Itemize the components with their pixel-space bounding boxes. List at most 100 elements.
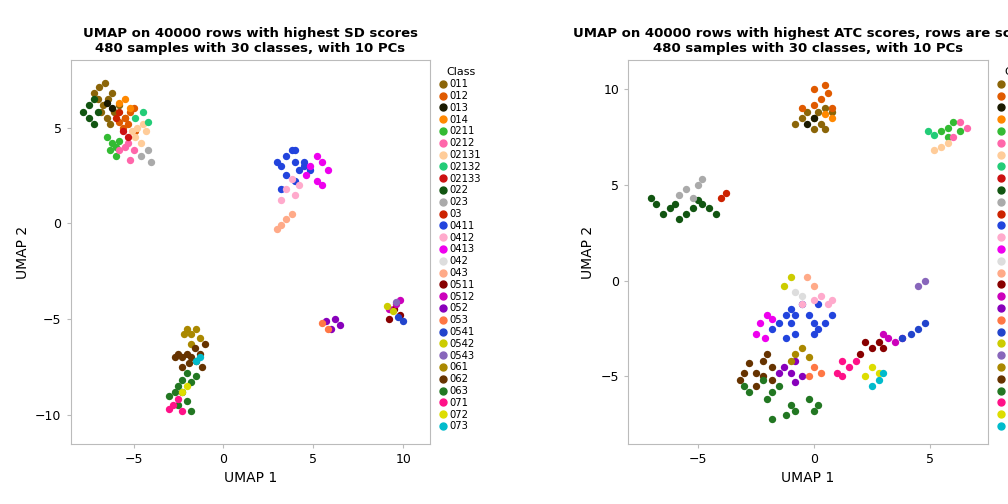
Point (787, 288, 803, 296)
Point (124, 128, 140, 136)
Point (794, 300, 810, 308)
Point (940, 139, 957, 147)
Point (782, 273, 798, 281)
Point (805, 85, 822, 93)
Point (798, 108, 814, 116)
Point (805, 114, 822, 122)
Point (287, 177, 303, 185)
Point (933, 128, 950, 136)
Point (718, 188, 734, 197)
Point (117, 95, 133, 103)
Point (689, 196, 706, 204)
Point (764, 388, 780, 396)
Point (857, 338, 873, 346)
Point (801, 372, 817, 381)
Point (871, 338, 887, 346)
Point (86, 89, 102, 97)
Point (919, 128, 935, 136)
Point (134, 108, 150, 116)
Point (798, 273, 814, 281)
Point (875, 344, 891, 352)
Point (805, 114, 822, 122)
Point (794, 372, 810, 381)
Point (801, 311, 817, 319)
Point (736, 368, 752, 376)
Point (269, 225, 285, 233)
Point (875, 330, 891, 338)
Point (787, 407, 803, 415)
Point (685, 195, 702, 203)
Point (794, 344, 810, 352)
Point (133, 152, 149, 160)
Point (825, 108, 841, 116)
Point (805, 282, 822, 290)
Point (127, 133, 143, 141)
Point (820, 300, 836, 308)
Point (894, 334, 910, 342)
Point (782, 357, 798, 365)
Point (933, 143, 950, 151)
Point (174, 388, 191, 396)
Point (825, 104, 841, 112)
Point (111, 100, 127, 108)
Point (183, 353, 200, 361)
Point (92, 83, 108, 91)
Point (880, 334, 896, 342)
Point (125, 104, 141, 112)
Point (917, 319, 933, 327)
Point (834, 372, 850, 381)
Point (794, 104, 810, 112)
Point (188, 325, 205, 333)
Point (798, 119, 814, 128)
Point (689, 181, 706, 189)
Point (695, 200, 711, 208)
Point (787, 330, 803, 338)
Point (174, 388, 191, 396)
Point (388, 298, 404, 306)
Point (314, 181, 331, 189)
Point (81, 114, 97, 122)
Point (102, 147, 118, 155)
Point (736, 382, 752, 390)
Point (379, 301, 395, 309)
Point (188, 357, 205, 365)
Point (133, 139, 149, 147)
Point (817, 125, 834, 134)
Point (759, 311, 775, 319)
Point (388, 300, 404, 308)
Point (748, 330, 764, 338)
Point (381, 315, 397, 323)
Point (794, 114, 810, 122)
Point (192, 334, 208, 342)
Point (864, 344, 880, 352)
Point (278, 215, 294, 223)
Point (713, 195, 729, 203)
Point (127, 114, 143, 122)
Legend: 011, 012, 013, 014, 0211, 0212, 02131, 02132, 02133, 022, 023, 03, 0411, 0412, 0: 011, 012, 013, 014, 0211, 0212, 02131, 0… (997, 66, 1008, 433)
Point (794, 300, 810, 308)
Point (910, 282, 926, 290)
Point (655, 210, 671, 218)
Point (381, 305, 397, 313)
Point (787, 349, 803, 357)
Point (805, 296, 822, 304)
Point (805, 100, 822, 108)
Point (111, 147, 127, 155)
Point (395, 317, 411, 325)
Point (643, 195, 659, 203)
Point (188, 372, 205, 381)
Point (841, 363, 857, 371)
Point (778, 311, 794, 319)
Point (787, 311, 803, 319)
Point (805, 319, 822, 327)
Point (386, 305, 402, 313)
Point (848, 357, 864, 365)
Point (810, 300, 827, 308)
Point (741, 388, 757, 396)
Point (812, 368, 829, 376)
Point (327, 315, 343, 323)
Point (127, 128, 143, 136)
Point (748, 382, 764, 390)
Y-axis label: UMAP 2: UMAP 2 (581, 225, 595, 279)
Point (86, 95, 102, 103)
